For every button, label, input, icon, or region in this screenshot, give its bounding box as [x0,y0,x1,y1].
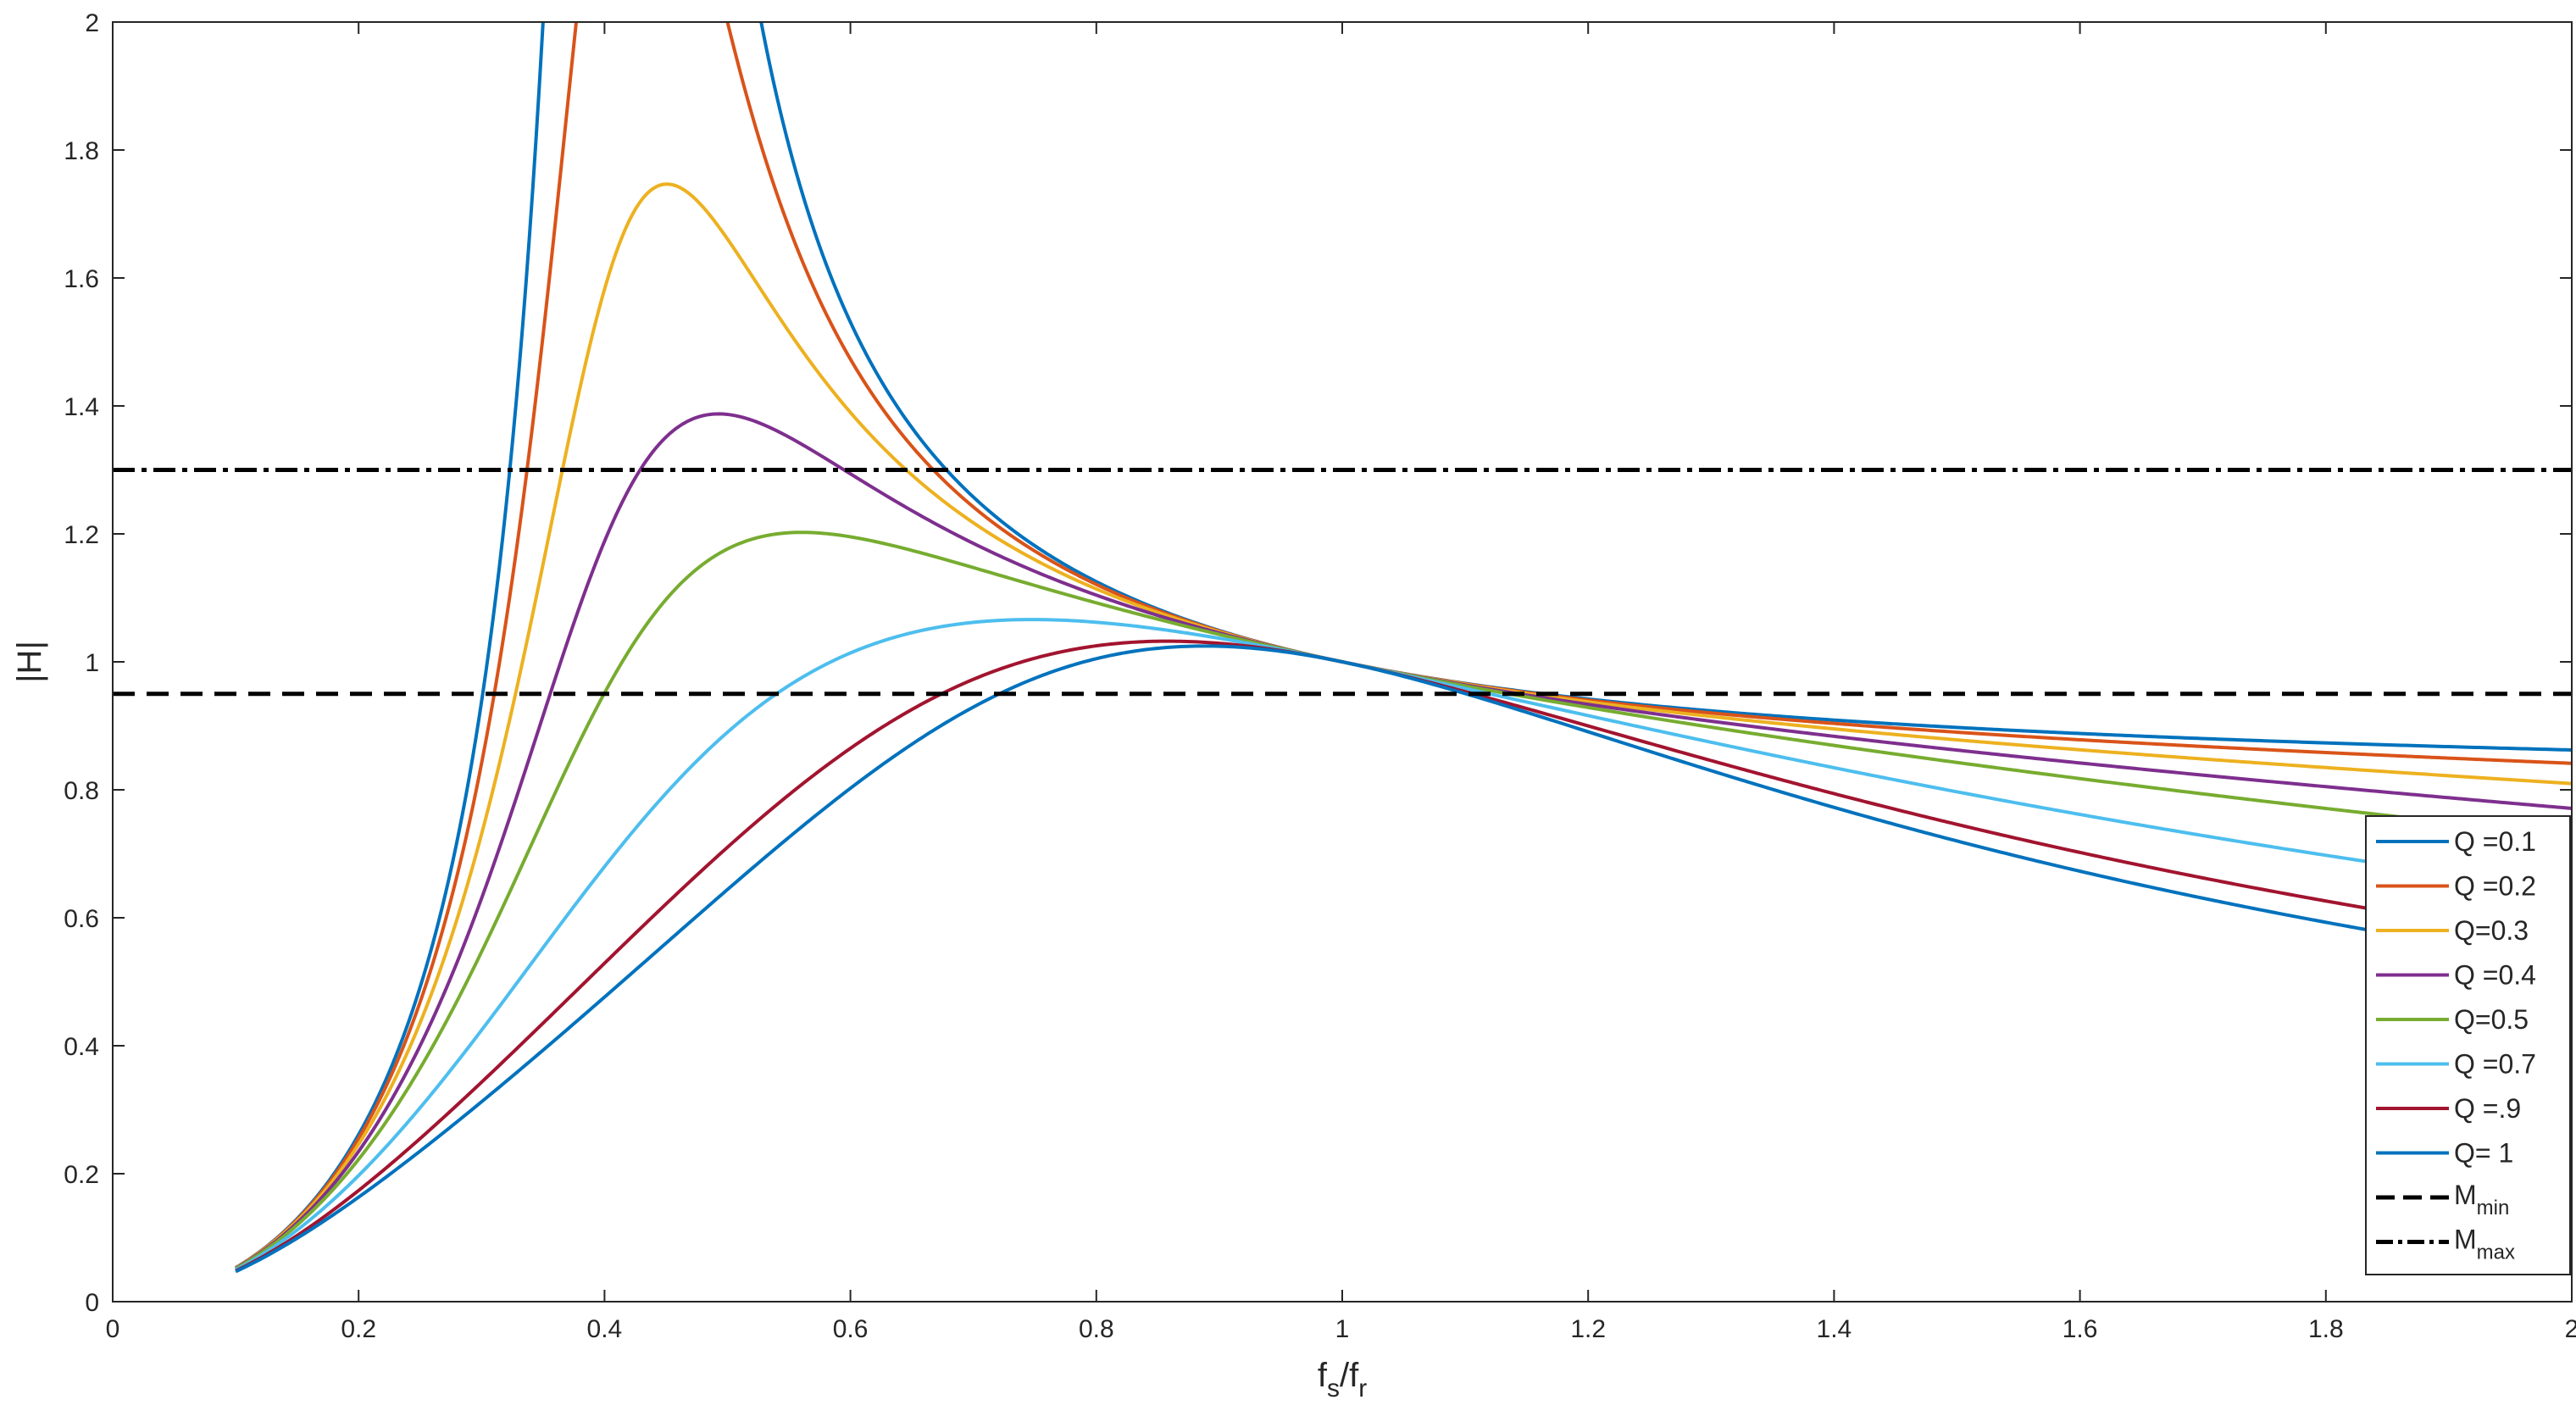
x-axis-label-sub1: s [1327,1375,1340,1403]
y-tick-label: 1.2 [64,521,99,549]
legend-label-sub: min [2477,1197,2510,1219]
y-tick-label: 1.4 [64,393,99,421]
legend-label-base: M [2454,1225,2477,1255]
x-axis-label-slash: / [1340,1357,1350,1394]
reference-lines-layer [113,468,2572,697]
y-tick-label: 0.4 [64,1033,99,1061]
legend-label-base: M [2454,1180,2477,1210]
legend-label-6: Q =.9 [2454,1093,2521,1124]
x-tick-label: 1.8 [2308,1315,2344,1343]
y-tick-label: 0.2 [64,1161,99,1189]
legend-label-min: Mmin [2454,1180,2509,1219]
series-layer [235,22,2572,1274]
legend-label-1: Q =0.2 [2454,871,2536,902]
legend-label-0: Q =0.1 [2454,826,2536,857]
x-tick-label: 0.6 [833,1315,869,1343]
x-axis-label-sub2: r [1358,1375,1367,1403]
x-tick-label: 1.6 [2062,1315,2098,1343]
y-tick-label: 0.6 [64,905,99,933]
legend-label-2: Q=0.3 [2454,915,2529,946]
x-tick-label: 2 [2565,1315,2576,1343]
y-tick-label: 0 [85,1289,99,1317]
legend-box [2365,815,2571,1275]
legend-label-max: Mmax [2454,1225,2515,1264]
y-tick-label: 2 [85,9,99,37]
legend-label-sub: max [2477,1241,2515,1264]
y-tick-label: 1 [85,649,99,677]
x-tick-label: 1.4 [1817,1315,1852,1343]
x-tick-label: 0.4 [587,1315,623,1343]
x-axis-label-base2: f [1349,1357,1359,1394]
y-tick-label: 1.6 [64,265,99,293]
x-axis-label: fs/fr [1318,1357,1367,1403]
x-tick-label: 0.2 [341,1315,376,1343]
legend-label-4: Q=0.5 [2454,1004,2529,1035]
legend: Q =0.1 Q =0.2 Q=0.3 Q =0.4 Q=0.5 Q =0.7 Q =.9 Q… [2365,815,2571,1275]
legend-label-7: Q= 1 [2454,1138,2513,1169]
legend-label-3: Q =0.4 [2454,960,2536,991]
x-tick-label: 0 [106,1315,120,1343]
y-axis-label: |H| [11,641,48,683]
x-tick-label: 1 [1335,1315,1350,1343]
x-tick-label: 1.2 [1570,1315,1606,1343]
x-tick-label: 0.8 [1079,1315,1114,1343]
axes-layer: 0 0.2 0.4 0.6 0.8 1 1.2 1.4 1.6 1.8 2 0 0.2 0.4 0.6 0.8… [64,9,2576,1343]
x-axis-label-base1: f [1318,1357,1328,1394]
series-line-7 [235,644,2572,1274]
y-tick-label: 1.8 [64,137,99,165]
legend-label-5: Q =0.7 [2454,1049,2536,1080]
y-tick-label: 0.8 [64,777,99,805]
